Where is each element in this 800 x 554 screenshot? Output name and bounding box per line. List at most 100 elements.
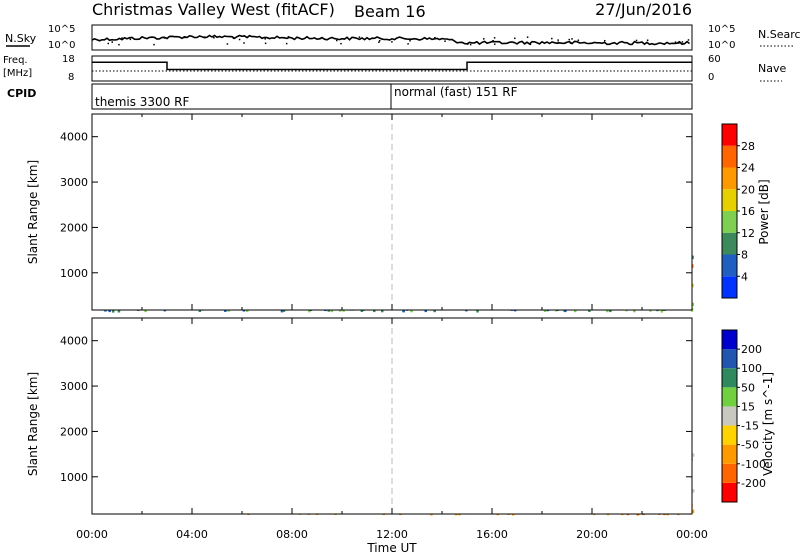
nsky-search-dot — [335, 39, 338, 42]
nsky-search-dot — [163, 37, 166, 39]
y-tick-label: 4000 — [60, 335, 88, 348]
scatter-cell — [633, 308, 636, 313]
nsky-search-dot — [469, 43, 472, 46]
velocity-colorbar-swatch — [722, 330, 737, 350]
nsky-search-dot — [635, 39, 638, 42]
nsky-search-dot — [678, 42, 680, 44]
nsky-search-dot — [358, 36, 361, 38]
cpid-label: CPID — [7, 87, 36, 100]
nsky-series-line — [91, 34, 690, 46]
nsky-search-dot — [526, 36, 529, 38]
scatter-cell — [476, 309, 479, 313]
freq-panel: Freq. [MHz] 18 8 60 0 Nave — [3, 54, 786, 83]
nsky-right-label: N.Search — [758, 28, 800, 41]
velocity-panel: 1000 2000 3000 4000 Slant Range [km] -200 -1… — [26, 317, 775, 554]
nsky-search-dot — [213, 36, 215, 39]
power-colorbar-swatch — [722, 211, 737, 233]
velocity-colorbar-swatch — [722, 368, 737, 388]
power-colorbar-swatch — [722, 124, 737, 146]
velocity-colorbar-swatch — [722, 349, 737, 369]
power-colorbar-tick: 20 — [741, 183, 755, 196]
freq-series-line — [92, 61, 692, 71]
velocity-colorbar-swatch — [722, 463, 737, 483]
power-colorbar-swatch — [722, 276, 737, 298]
scatter-cell — [402, 308, 405, 313]
nsky-search-dot — [204, 36, 206, 38]
nsky-search-dot — [287, 36, 290, 38]
date-label: 27/Jun/2016 — [595, 0, 692, 19]
power-colorbar-tick: 8 — [741, 249, 748, 262]
freq-ytick-bottom-left: 8 — [68, 72, 74, 83]
nsky-search-dot — [121, 37, 123, 39]
nsky-search-dot — [264, 42, 267, 45]
nsky-search-dot — [493, 37, 496, 39]
velocity-colorbar-tick: -50 — [741, 439, 759, 452]
scatter-cell — [410, 308, 413, 313]
nsky-search-dot — [264, 38, 266, 40]
y-tick-label: 1000 — [60, 471, 88, 484]
velocity-colorbar-tick: 200 — [741, 343, 762, 356]
nsky-search-dot — [153, 43, 155, 46]
nsky-search-dot — [524, 42, 527, 45]
scatter-cell — [381, 308, 384, 313]
scatter-cell — [660, 309, 664, 313]
power-colorbar-tick: 4 — [741, 270, 748, 283]
nsky-search-dot — [512, 41, 515, 44]
nsky-search-dot — [444, 40, 446, 42]
time-tick-label: 00:00 — [676, 528, 708, 541]
nsky-search-dot — [285, 42, 288, 45]
scatter-cell — [117, 309, 121, 313]
scatter-cell — [280, 308, 284, 313]
nsky-search-dot — [604, 39, 606, 42]
velocity-colorbar-swatch — [722, 444, 737, 464]
power-colorbar-tick: 16 — [741, 205, 755, 218]
nsky-search-dot — [184, 36, 187, 39]
nsky-search-dot — [434, 36, 436, 39]
y-tick-label: 2000 — [60, 221, 88, 234]
y-tick-label: 2000 — [60, 425, 88, 438]
freq-ylabel-line1: Freq. — [3, 55, 28, 66]
scatter-cell — [308, 308, 311, 313]
velocity-colorbar-tick: -15 — [741, 420, 759, 433]
freq-ylabel-line2: [MHz] — [3, 68, 32, 79]
nsky-search-dot — [111, 41, 113, 43]
power-colorbar-swatch — [722, 254, 737, 277]
velocity-colorbar-tick: -100 — [741, 458, 766, 471]
y-tick-label: 1000 — [60, 267, 88, 280]
nsky-search-dot — [687, 39, 690, 41]
velocity-colorbar-label: Velocity [m s^-1] — [761, 372, 775, 476]
nsky-search-dot — [118, 43, 120, 46]
power-colorbar-swatch — [722, 232, 737, 255]
nsky-search-dot — [577, 39, 580, 41]
nsky-panel: N.Sky N.Search 10^5 10^0 10^5 10^0 — [5, 24, 800, 51]
time-tick-label: 16:00 — [476, 528, 508, 541]
nsky-search-dot — [391, 41, 393, 43]
nsky-search-dot — [514, 37, 516, 40]
time-tick-label: 04:00 — [176, 528, 208, 541]
nsky-search-dot — [482, 38, 485, 40]
nsky-search-dot — [551, 37, 553, 40]
nsky-label: N.Sky — [5, 32, 37, 45]
velocity-colorbar-frame — [721, 329, 738, 503]
y-tick-label: 3000 — [60, 176, 88, 189]
time-tick-label: 08:00 — [276, 528, 308, 541]
velocity-colorbar-tick: 50 — [741, 381, 755, 394]
nsky-ytick-bottom-left: 10^0 — [48, 40, 75, 51]
nsky-search-dot — [589, 42, 592, 45]
nsky-search-dot — [232, 37, 235, 40]
y-tick-label: 4000 — [60, 131, 88, 144]
nsky-ytick-bottom-right: 10^0 — [708, 40, 735, 51]
scatter-cell — [691, 302, 695, 307]
velocity-colorbar-swatch — [722, 482, 737, 502]
nsky-search-dot — [378, 39, 381, 42]
nsky-search-dot — [571, 38, 573, 40]
velocity-colorbar-swatch — [722, 406, 737, 426]
scatter-cell — [691, 283, 694, 288]
nsky-search-dot — [467, 43, 469, 45]
nsky-search-dot — [243, 42, 245, 44]
velocity-colorbar-tick: -200 — [741, 477, 766, 490]
freq-ytick-bottom-right: 0 — [708, 72, 714, 83]
nsky-search-dot — [319, 37, 322, 40]
power-colorbar-label: Power [dB] — [757, 179, 771, 244]
